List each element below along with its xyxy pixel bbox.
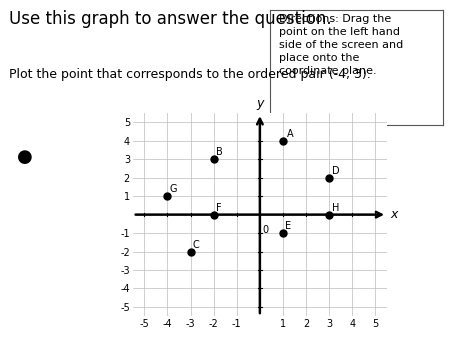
Text: y: y bbox=[256, 97, 264, 110]
Text: Use this graph to answer the question.: Use this graph to answer the question. bbox=[9, 10, 332, 28]
Text: F: F bbox=[216, 203, 221, 213]
Text: A: A bbox=[287, 129, 293, 139]
Text: Plot the point that corresponds to the ordered pair (-4, 3).: Plot the point that corresponds to the o… bbox=[9, 68, 371, 80]
Text: x: x bbox=[391, 208, 398, 221]
Text: B: B bbox=[216, 147, 223, 158]
Text: G: G bbox=[170, 184, 177, 194]
Text: ●: ● bbox=[17, 148, 32, 166]
Text: C: C bbox=[193, 240, 200, 250]
Text: Directions: Drag the
point on the left hand
side of the screen and
place onto th: Directions: Drag the point on the left h… bbox=[279, 14, 403, 76]
Text: D: D bbox=[332, 166, 339, 176]
Text: E: E bbox=[285, 221, 292, 231]
Text: 0: 0 bbox=[263, 225, 269, 235]
Text: H: H bbox=[332, 203, 339, 213]
